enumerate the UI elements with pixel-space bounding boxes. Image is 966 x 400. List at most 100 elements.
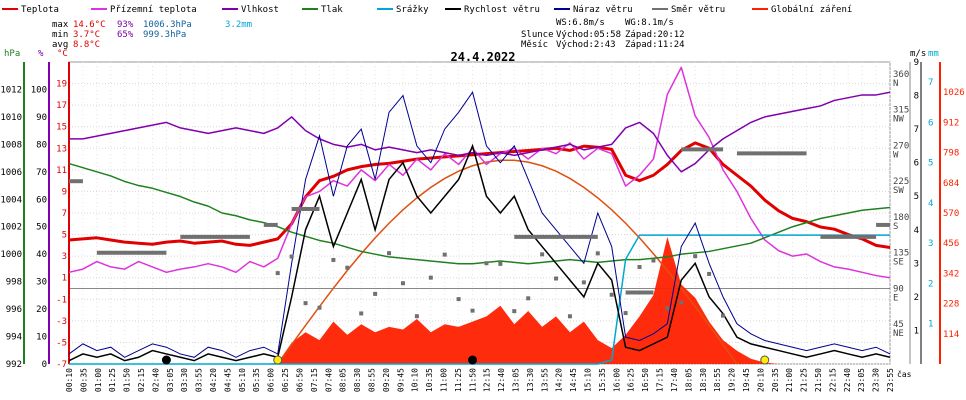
x-tick-label: 18:05 — [684, 368, 693, 392]
info-ws: WS:6.8m/s — [556, 18, 605, 28]
tick-mm: 1 — [928, 320, 933, 330]
tick-ms: 8 — [914, 92, 919, 102]
tick-ms: 6 — [914, 159, 919, 169]
wind-direction-dot — [651, 258, 656, 263]
tick-ms: 1 — [914, 326, 919, 336]
tick-pct: 100 — [31, 85, 47, 95]
x-axis-label: čas — [897, 369, 912, 379]
wind-direction-dot — [470, 308, 475, 313]
axis-unit-ms: m/s — [910, 49, 926, 59]
x-tick-label: 20:10 — [756, 368, 765, 392]
x-tick-label: 05:35 — [252, 368, 261, 392]
stats-label: max — [52, 20, 69, 30]
x-tick-label: 14:20 — [555, 368, 564, 392]
tick-hpa: 1010 — [0, 113, 22, 123]
tick-temp: 13 — [56, 144, 67, 154]
x-tick-label: 07:40 — [324, 368, 333, 392]
wind-direction-dot — [665, 306, 670, 311]
x-tick-label: 12:40 — [497, 368, 506, 392]
wind-direction-dot — [484, 261, 489, 266]
tick-temp: 7 — [62, 209, 67, 219]
tick-hpa: 1008 — [0, 140, 22, 150]
tick-wm2: 456 — [943, 239, 959, 249]
stats-pressure: 1006.3hPa — [143, 20, 192, 30]
wind-direction-dot — [456, 297, 461, 302]
series-line-srážky — [69, 234, 890, 365]
wind-direction-dot — [428, 275, 433, 280]
wind-direction-dot — [289, 254, 294, 259]
wind-direction-dot — [512, 309, 517, 314]
tick-temp: -1 — [56, 295, 67, 305]
x-tick-label: 16:50 — [641, 368, 650, 392]
wind-direction-dot — [442, 252, 447, 257]
tick-ms: 7 — [914, 125, 919, 135]
x-tick-label: 09:20 — [382, 368, 391, 392]
wind-direction-dot — [359, 311, 364, 316]
x-tick-label: 12:15 — [483, 368, 492, 392]
wind-direction-dot — [400, 281, 405, 286]
legend-label: Vlhkost — [241, 5, 279, 15]
tick-dir-compass: SW — [893, 186, 904, 196]
x-tick-label: 23:05 — [857, 368, 866, 392]
x-tick-label: 06:25 — [281, 368, 290, 392]
wind-direction-dot — [498, 261, 503, 266]
x-tick-label: 19:45 — [742, 368, 751, 392]
tick-temp: 11 — [56, 166, 67, 176]
tick-wm2: 114 — [943, 330, 959, 340]
stats-humidity: 93% — [117, 20, 134, 30]
tick-pct: 70 — [36, 168, 47, 178]
markers-group — [161, 355, 770, 365]
wind-direction-dot — [637, 264, 642, 269]
tick-temp: 3 — [62, 252, 67, 262]
x-tick-label: 08:05 — [339, 368, 348, 392]
x-tick-label: 03:05 — [166, 368, 175, 392]
tick-mm: 5 — [928, 159, 933, 169]
x-tick-label: 18:55 — [713, 368, 722, 392]
tick-dir-compass: SE — [893, 258, 904, 268]
wind-direction-dot — [526, 296, 531, 301]
wind-direction-dot — [317, 305, 322, 310]
x-tick-label: 13:05 — [512, 368, 521, 392]
stats-temp: 14.6°C — [73, 20, 106, 30]
tick-dir-compass: N — [893, 79, 898, 89]
tick-pct: 30 — [36, 278, 47, 288]
right-axes: m/s mm45NE90E135SE180S225SW270W315NW360N1… — [893, 49, 965, 364]
x-tick-label: 13:30 — [526, 368, 535, 392]
tick-dir: 135 — [893, 249, 909, 259]
x-tick-label: 05:10 — [238, 368, 247, 392]
series-line-tlak — [68, 162, 891, 265]
x-tick-label: 22:15 — [828, 368, 837, 392]
tick-dir: 225 — [893, 177, 909, 187]
wind-direction-dot — [707, 271, 712, 276]
wind-direction-dot — [623, 311, 628, 316]
sunset-marker — [760, 355, 770, 365]
wind-group — [68, 91, 891, 362]
x-tick-label: 17:15 — [656, 368, 665, 392]
tick-dir-compass: NE — [893, 329, 904, 339]
x-tick-label: 09:45 — [396, 368, 405, 392]
info-block: WS:6.8m/s WG:8.1m/s Slunce Východ:05:58 Zápa… — [521, 18, 685, 50]
stats-temp: 3.7°C — [73, 30, 100, 40]
tick-dir: 315 — [893, 106, 909, 116]
x-tick-label: 21:00 — [785, 368, 794, 392]
tick-wm2: 684 — [943, 179, 959, 189]
x-tick-label: 06:50 — [295, 368, 304, 392]
wind-direction-dot — [331, 257, 336, 262]
sunrise-marker — [273, 355, 283, 365]
x-tick-label: 08:30 — [353, 368, 362, 392]
tick-pct: 90 — [36, 113, 47, 123]
wind-speed-line — [68, 143, 891, 362]
solar-theoretical-curve — [277, 159, 738, 365]
wind-direction-dot — [721, 313, 726, 318]
stats-label: avg — [52, 40, 68, 50]
tick-hpa: 1000 — [0, 250, 22, 260]
tick-ms: 4 — [914, 226, 919, 236]
solar-area-fill — [69, 236, 890, 364]
x-tick-label: 01:50 — [123, 368, 132, 392]
tick-dir-compass: NW — [893, 115, 904, 125]
tick-mm: 3 — [928, 239, 933, 249]
wind-direction-dot — [275, 271, 280, 276]
tick-dir-compass: W — [893, 150, 899, 160]
info-wg: WG:8.1m/s — [625, 18, 674, 28]
wind-direction-dot — [595, 251, 600, 256]
